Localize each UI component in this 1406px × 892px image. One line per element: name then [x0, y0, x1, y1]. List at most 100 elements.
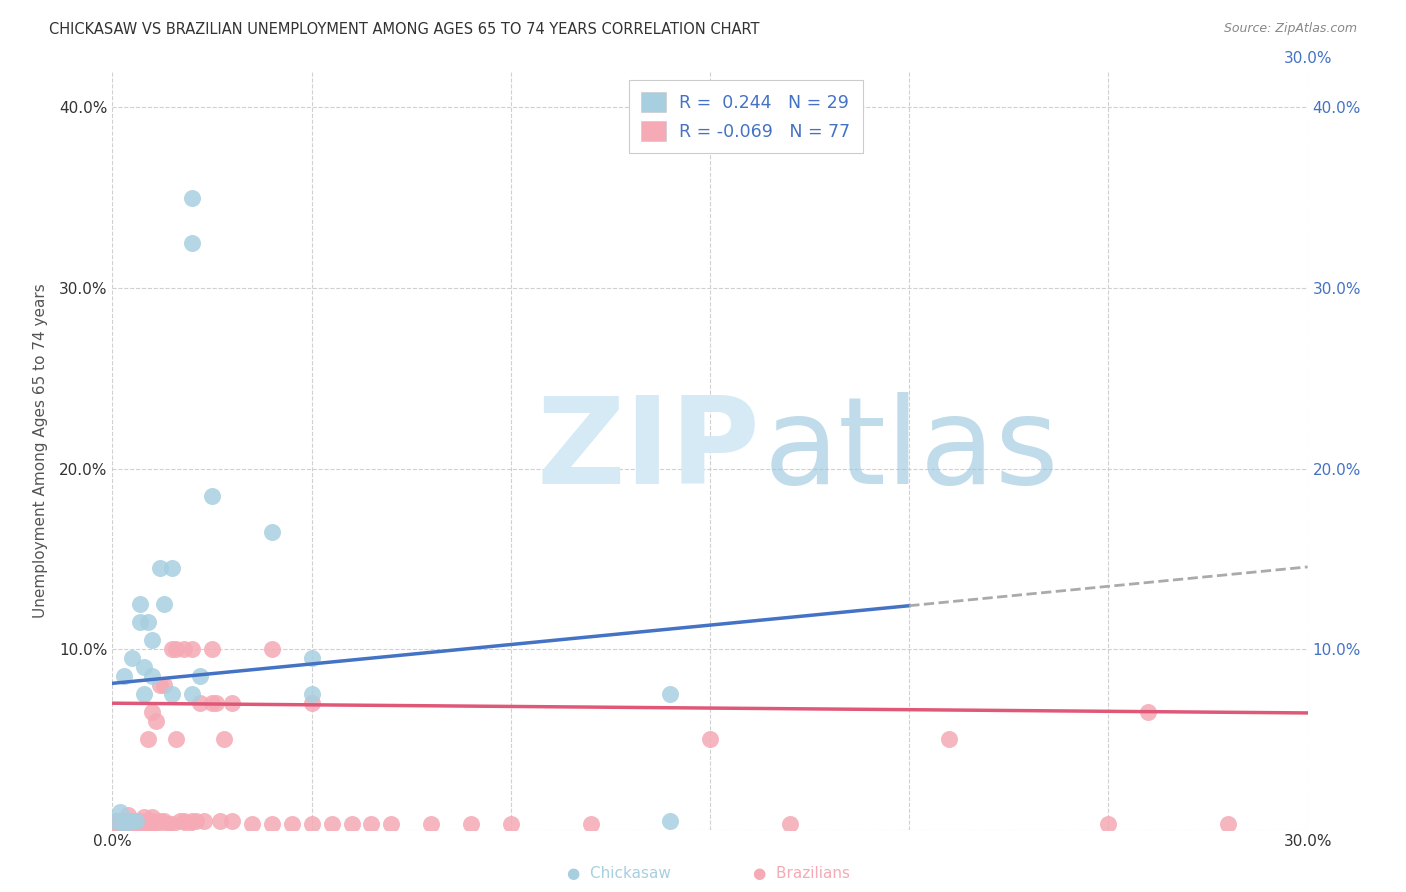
- Point: [186, 814, 208, 828]
- Point: [301, 817, 323, 831]
- Point: [141, 810, 163, 824]
- Point: [240, 817, 263, 831]
- Point: [188, 669, 211, 683]
- Point: [188, 696, 211, 710]
- Point: [340, 817, 363, 831]
- Point: [162, 817, 183, 831]
- Point: [165, 732, 187, 747]
- Point: [141, 814, 163, 828]
- Point: [169, 814, 191, 828]
- Point: [134, 817, 156, 831]
- Point: [221, 696, 243, 710]
- Point: [162, 687, 183, 701]
- Point: [114, 814, 135, 828]
- Point: [110, 805, 132, 819]
- Point: [281, 817, 304, 831]
- Point: [499, 817, 522, 831]
- Point: [181, 235, 204, 250]
- Point: [360, 817, 382, 831]
- Point: [181, 642, 204, 657]
- Point: [153, 814, 176, 828]
- Point: [181, 687, 204, 701]
- Point: [114, 817, 135, 831]
- Point: [114, 819, 135, 833]
- Point: [121, 815, 143, 830]
- Text: CHICKASAW VS BRAZILIAN UNEMPLOYMENT AMONG AGES 65 TO 74 YEARS CORRELATION CHART: CHICKASAW VS BRAZILIAN UNEMPLOYMENT AMON…: [49, 22, 759, 37]
- Point: [460, 817, 482, 831]
- Point: [659, 687, 682, 701]
- Point: [165, 642, 187, 657]
- Point: [209, 814, 232, 828]
- Point: [121, 817, 143, 831]
- Point: [153, 597, 176, 611]
- Point: [162, 642, 183, 657]
- Point: [138, 615, 160, 629]
- Point: [145, 817, 167, 831]
- Point: [134, 810, 156, 824]
- Point: [138, 732, 160, 747]
- Legend: R =  0.244   N = 29, R = -0.069   N = 77: R = 0.244 N = 29, R = -0.069 N = 77: [628, 80, 863, 153]
- Point: [134, 660, 156, 674]
- Point: [129, 817, 152, 831]
- Point: [579, 817, 602, 831]
- Point: [149, 561, 172, 575]
- Point: [110, 817, 132, 831]
- Point: [141, 705, 163, 719]
- Point: [141, 669, 163, 683]
- Point: [105, 817, 128, 831]
- Point: [129, 615, 152, 629]
- Point: [149, 678, 172, 692]
- Point: [1097, 817, 1119, 831]
- Point: [938, 732, 960, 747]
- Point: [105, 814, 128, 828]
- Point: [117, 808, 139, 822]
- Point: [301, 687, 323, 701]
- Point: [659, 814, 682, 828]
- Text: ●  Brazilians: ● Brazilians: [754, 866, 849, 881]
- Point: [201, 489, 224, 503]
- Point: [321, 817, 343, 831]
- Point: [125, 817, 148, 831]
- Point: [105, 814, 128, 828]
- Point: [301, 696, 323, 710]
- Point: [221, 814, 243, 828]
- Point: [129, 597, 152, 611]
- Point: [117, 817, 139, 831]
- Point: [105, 817, 128, 831]
- Point: [162, 561, 183, 575]
- Point: [1137, 705, 1160, 719]
- Point: [201, 642, 224, 657]
- Point: [380, 817, 402, 831]
- Text: Source: ZipAtlas.com: Source: ZipAtlas.com: [1223, 22, 1357, 36]
- Point: [117, 814, 139, 828]
- Point: [181, 814, 204, 828]
- Point: [105, 814, 128, 828]
- Point: [260, 524, 283, 539]
- Point: [121, 814, 143, 828]
- Point: [110, 819, 132, 833]
- Text: ZIP: ZIP: [537, 392, 761, 509]
- Point: [134, 687, 156, 701]
- Point: [193, 814, 215, 828]
- Point: [138, 817, 160, 831]
- Point: [173, 814, 195, 828]
- Point: [110, 814, 132, 828]
- Point: [125, 814, 148, 828]
- Point: [779, 817, 801, 831]
- Point: [420, 817, 443, 831]
- Point: [145, 714, 167, 729]
- Point: [260, 642, 283, 657]
- Point: [121, 814, 143, 828]
- Point: [173, 642, 195, 657]
- Point: [177, 817, 200, 831]
- Point: [121, 651, 143, 665]
- Point: [129, 814, 152, 828]
- Point: [205, 696, 228, 710]
- Point: [157, 817, 180, 831]
- Text: ●  Chickasaw: ● Chickasaw: [567, 866, 671, 881]
- Text: atlas: atlas: [763, 392, 1060, 509]
- Point: [699, 732, 721, 747]
- Point: [153, 678, 176, 692]
- Point: [141, 817, 163, 831]
- Point: [125, 814, 148, 828]
